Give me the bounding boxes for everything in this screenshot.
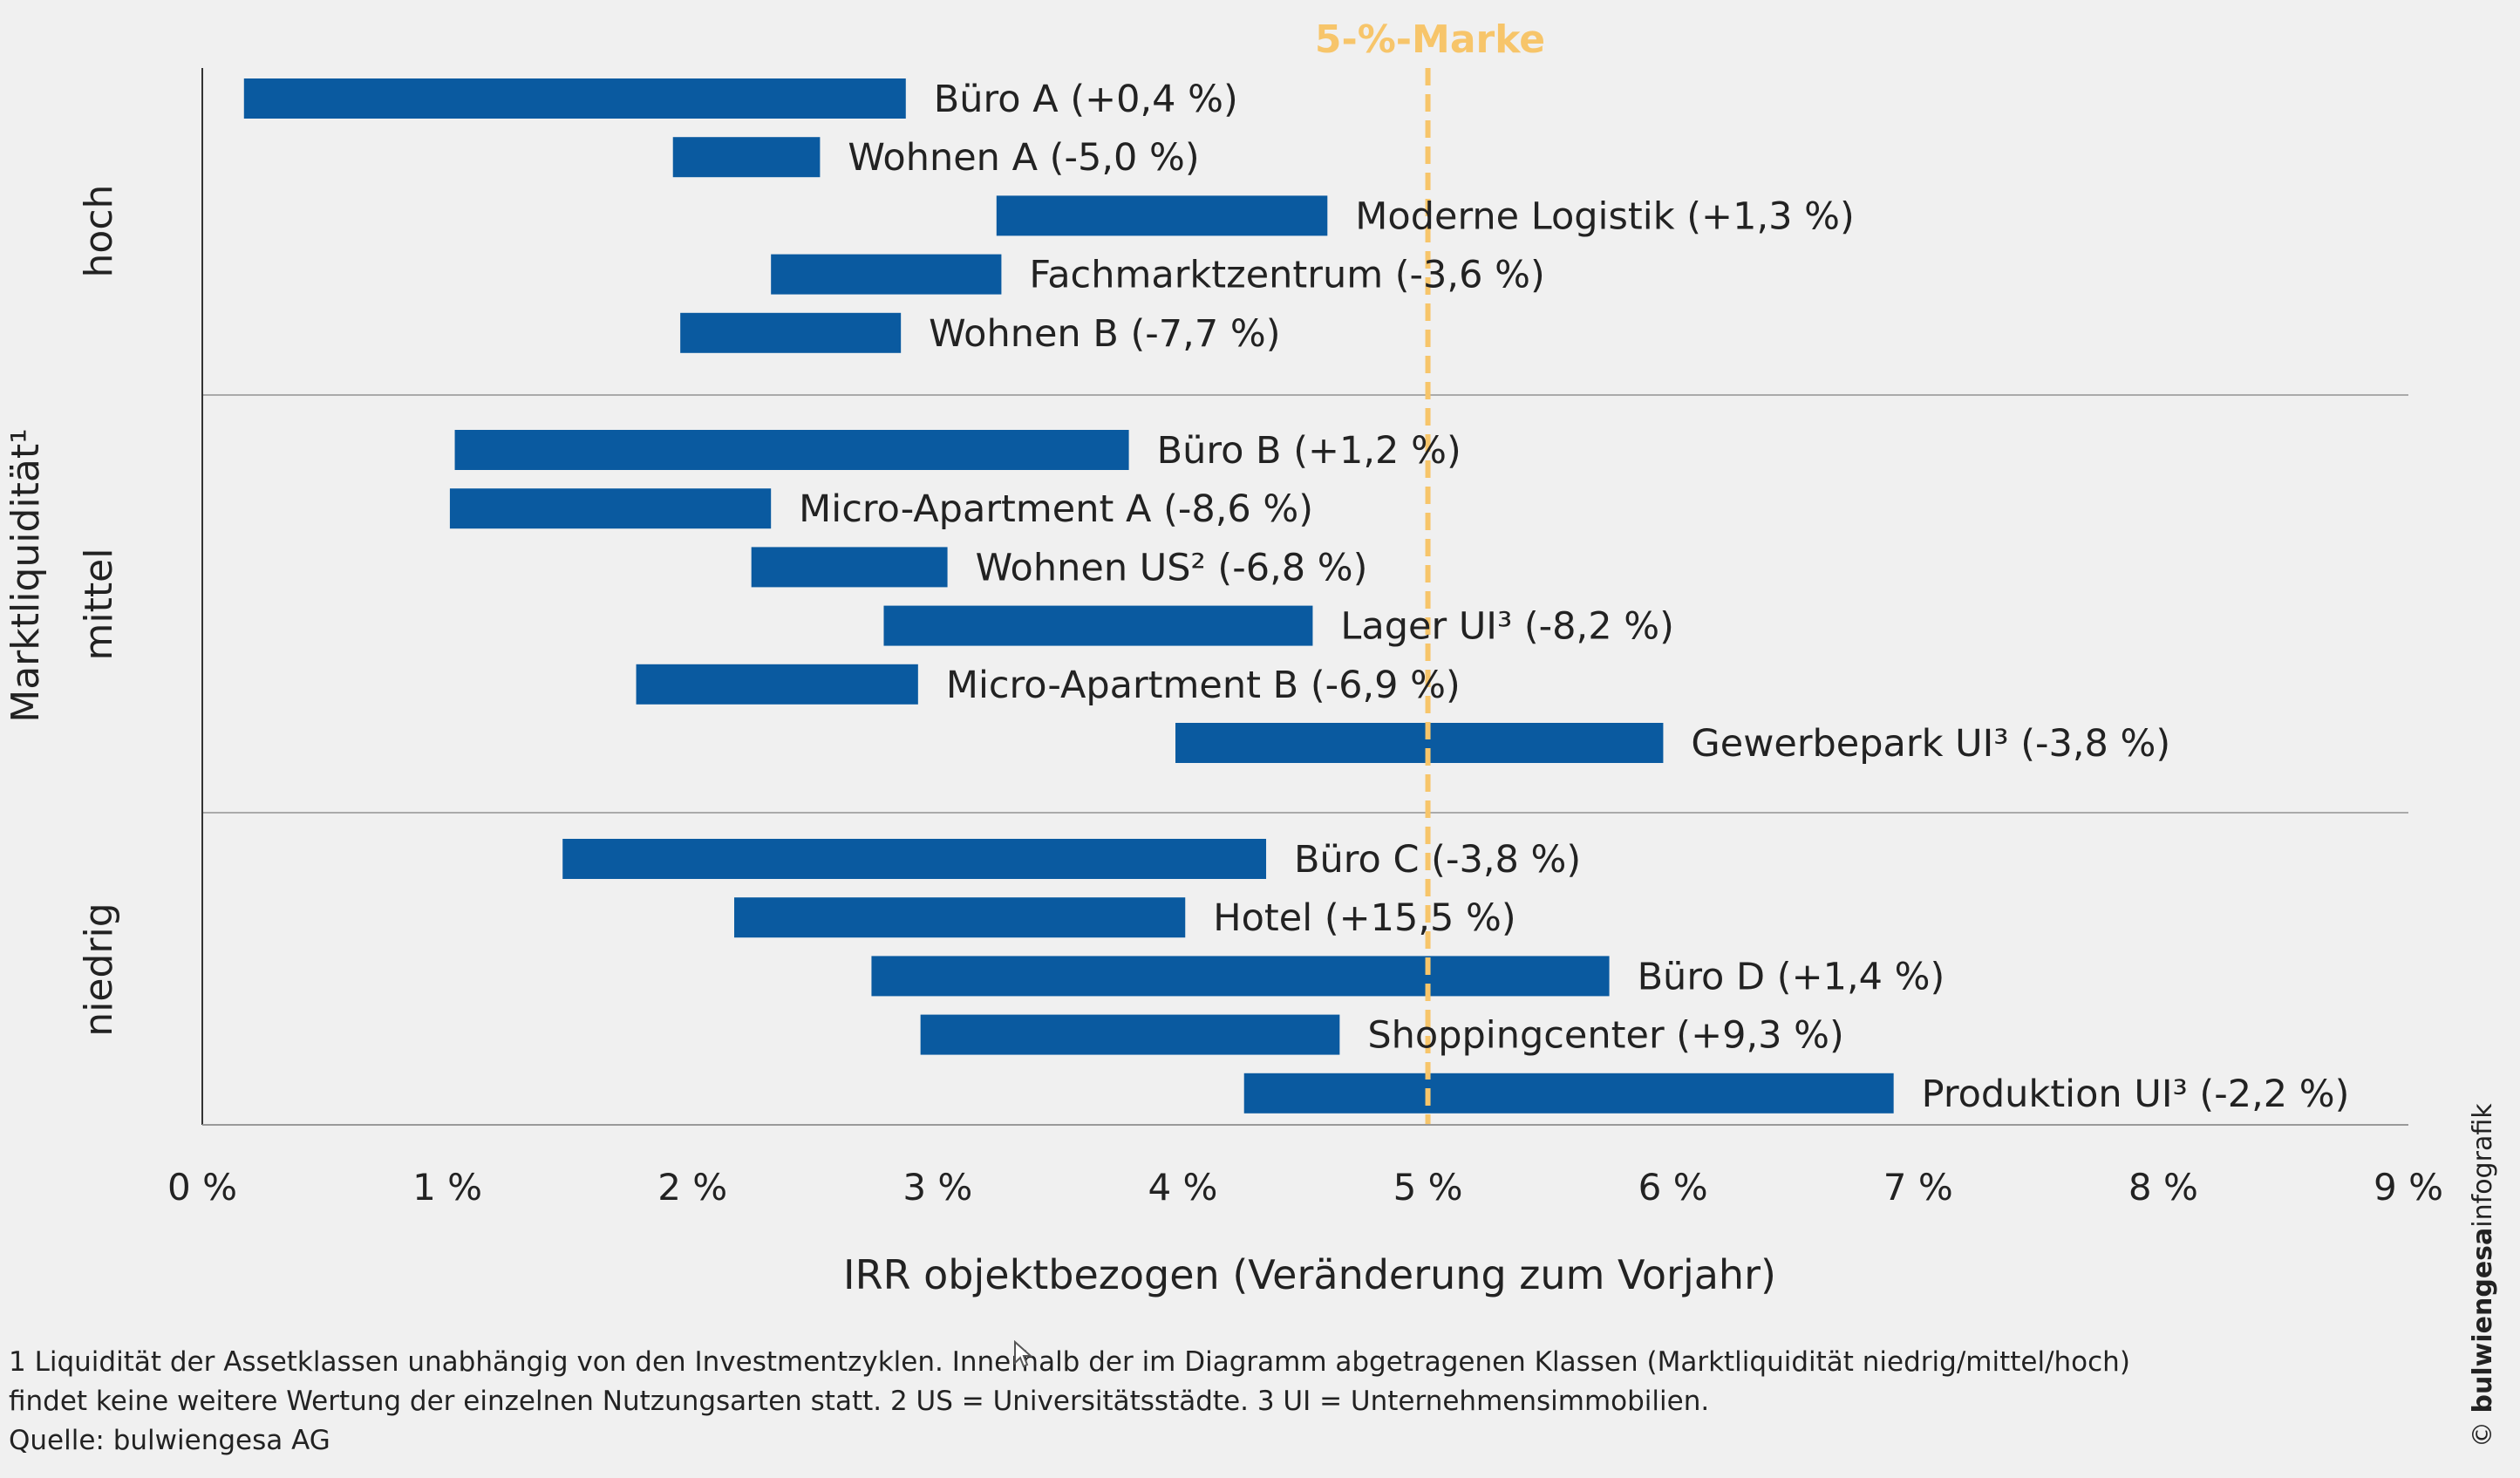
bar bbox=[734, 897, 1186, 938]
bar-label: Micro-Apartment B (-6,9 %) bbox=[946, 664, 1461, 707]
x-tick-label: 3 % bbox=[902, 1166, 972, 1209]
credit-watermark: © bulwiengesainfografik bbox=[2468, 1103, 2498, 1447]
bar-label: Büro B (+1,2 %) bbox=[1157, 429, 1461, 473]
x-tick-label: 0 % bbox=[167, 1166, 237, 1209]
chart-axes: 0 % 1 % 2 % 3 % 4 % 5 % 6 % 7 % 8 % 9 % hoch mittel… bbox=[77, 68, 2443, 1209]
bar-label: Micro-Apartment A (-8,6 %) bbox=[799, 487, 1313, 531]
group-label: hoch bbox=[77, 185, 121, 278]
x-tick-label: 8 % bbox=[2128, 1166, 2198, 1209]
bar-label: Wohnen B (-7,7 %) bbox=[929, 312, 1280, 356]
x-tick-label: 4 % bbox=[1148, 1166, 1217, 1209]
bar-label: Wohnen US² (-6,8 %) bbox=[976, 546, 1368, 589]
bar-label: Fachmarktzentrum (-3,6 %) bbox=[1029, 254, 1544, 297]
footnotes: 1 Liquidität der Assetklassen unabhängig… bbox=[9, 1343, 2130, 1461]
bar-label: Moderne Logistik (+1,3 %) bbox=[1355, 194, 1854, 238]
group-label: mittel bbox=[77, 548, 121, 661]
footnote-line: 1 Liquidität der Assetklassen unabhängig… bbox=[9, 1346, 2130, 1378]
bar bbox=[920, 1014, 1340, 1055]
source-line: Quelle: bulwiengesa AG bbox=[9, 1425, 330, 1456]
bar-label: Büro D (+1,4 %) bbox=[1638, 955, 1945, 998]
bar-label: Wohnen A (-5,0 %) bbox=[848, 136, 1199, 180]
bar bbox=[996, 195, 1328, 236]
bar bbox=[1175, 723, 1664, 763]
bar bbox=[449, 488, 772, 529]
bar bbox=[672, 137, 821, 178]
bar bbox=[636, 664, 918, 705]
bar-labels: Büro A (+0,4 %) Wohnen A (-5,0 %) Moderne … bbox=[799, 78, 2349, 1116]
bar bbox=[771, 254, 1002, 295]
x-tick-label: 2 % bbox=[657, 1166, 727, 1209]
bar bbox=[883, 605, 1313, 646]
bar bbox=[562, 839, 1267, 879]
bar bbox=[1243, 1073, 1894, 1114]
bar-label: Lager UI³ (-8,2 %) bbox=[1340, 605, 1673, 649]
bar bbox=[243, 78, 906, 119]
x-tick-label: 5 % bbox=[1393, 1166, 1463, 1209]
group-label: niedrig bbox=[77, 902, 121, 1036]
bar-label: Shoppingcenter (+9,3 %) bbox=[1367, 1014, 1843, 1058]
bar-label: Hotel (+15,5 %) bbox=[1213, 896, 1515, 940]
x-tick-label: 9 % bbox=[2374, 1166, 2443, 1209]
bar-label: Gewerbepark UI³ (-3,8 %) bbox=[1691, 722, 2170, 766]
chart-grid bbox=[202, 394, 2408, 814]
x-tick-label: 6 % bbox=[1638, 1166, 1708, 1209]
footnote-line: findet keine weitere Wertung der einzeln… bbox=[9, 1386, 1710, 1417]
x-tick-label: 7 % bbox=[1883, 1166, 1953, 1209]
reference-line-label: 5-%-Marke bbox=[1315, 17, 1545, 62]
bar bbox=[871, 956, 1610, 997]
credit-brand: bulwiengesa bbox=[2468, 1227, 2498, 1413]
bar-label: Büro C (-3,8 %) bbox=[1294, 838, 1581, 882]
bar bbox=[454, 430, 1129, 470]
bar-label: Produktion UI³ (-2,2 %) bbox=[1922, 1073, 2350, 1116]
bar bbox=[680, 312, 902, 353]
y-axis-title: Marktliquidität¹ bbox=[3, 428, 48, 723]
bar bbox=[751, 547, 948, 588]
bar-label: Büro A (+0,4 %) bbox=[934, 78, 1238, 121]
x-axis-title: IRR objektbezogen (Veränderung zum Vorja… bbox=[843, 1251, 1776, 1298]
credit-prefix: © bbox=[2468, 1413, 2498, 1447]
mouse-pointer-icon bbox=[1014, 1340, 1032, 1368]
credit-suffix: infografik bbox=[2468, 1103, 2498, 1228]
x-tick-label: 1 % bbox=[412, 1166, 482, 1209]
chart-bars bbox=[243, 78, 1894, 1114]
